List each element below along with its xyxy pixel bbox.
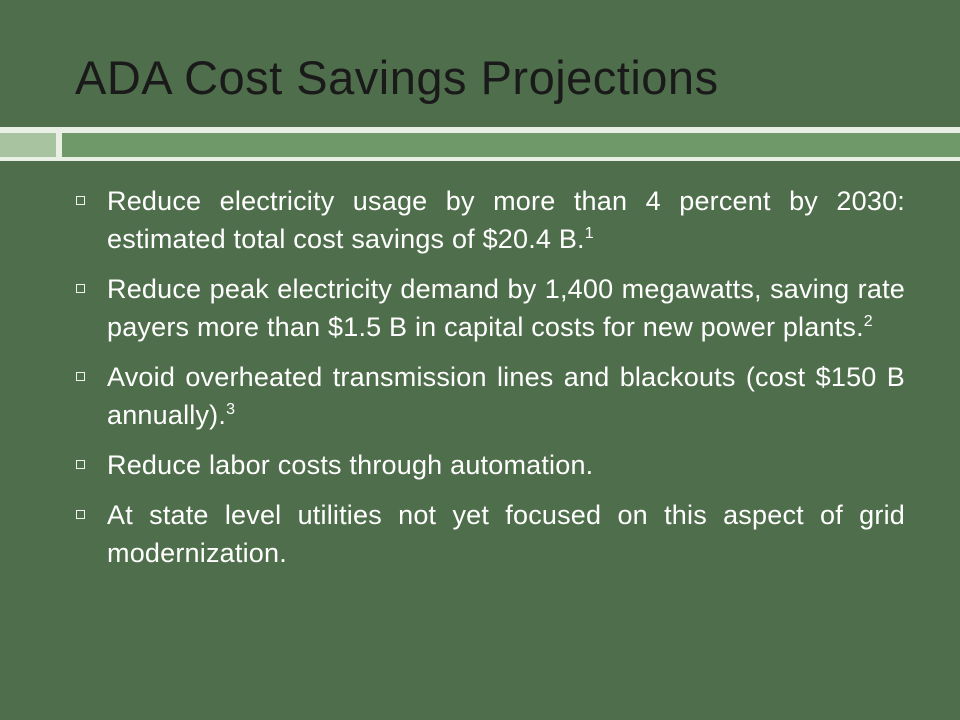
bullet-text: Reduce electricity usage by more than 4 … — [107, 182, 905, 258]
bullet-text: Reduce labor costs through automation. — [107, 446, 905, 484]
hollow-square-bullet-icon — [76, 372, 85, 381]
hollow-square-bullet-icon — [76, 510, 85, 519]
footnote-marker: 1 — [584, 225, 594, 242]
bullet-list: Reduce electricity usage by more than 4 … — [76, 182, 906, 584]
title-divider-bottom-line — [0, 157, 960, 161]
title-divider-accent-right — [62, 133, 960, 157]
bullet-item: Avoid overheated transmission lines and … — [76, 358, 906, 434]
bullet-text-content: Reduce electricity usage by more than 4 … — [107, 186, 905, 254]
hollow-square-bullet-icon — [76, 284, 85, 293]
bullet-item: Reduce peak electricity demand by 1,400 … — [76, 270, 906, 346]
bullet-text-content: At state level utilities not yet focused… — [107, 500, 905, 568]
footnote-marker: 2 — [863, 313, 873, 330]
hollow-square-bullet-icon — [76, 460, 85, 469]
bullet-text-content: Avoid overheated transmission lines and … — [107, 362, 905, 430]
bullet-text-content: Reduce peak electricity demand by 1,400 … — [107, 274, 905, 342]
bullet-text-content: Reduce labor costs through automation. — [107, 450, 594, 480]
title-divider-accent-left — [0, 133, 56, 157]
bullet-text: At state level utilities not yet focused… — [107, 496, 905, 572]
bullet-item: At state level utilities not yet focused… — [76, 496, 906, 572]
slide-title: ADA Cost Savings Projections — [75, 51, 719, 104]
title-divider-top-line — [0, 127, 960, 133]
bullet-item: Reduce electricity usage by more than 4 … — [76, 182, 906, 258]
footnote-marker: 3 — [226, 401, 236, 418]
bullet-text: Reduce peak electricity demand by 1,400 … — [107, 270, 905, 346]
title-divider-gap — [56, 133, 62, 157]
hollow-square-bullet-icon — [76, 196, 85, 205]
bullet-text: Avoid overheated transmission lines and … — [107, 358, 905, 434]
bullet-item: Reduce labor costs through automation. — [76, 446, 906, 484]
